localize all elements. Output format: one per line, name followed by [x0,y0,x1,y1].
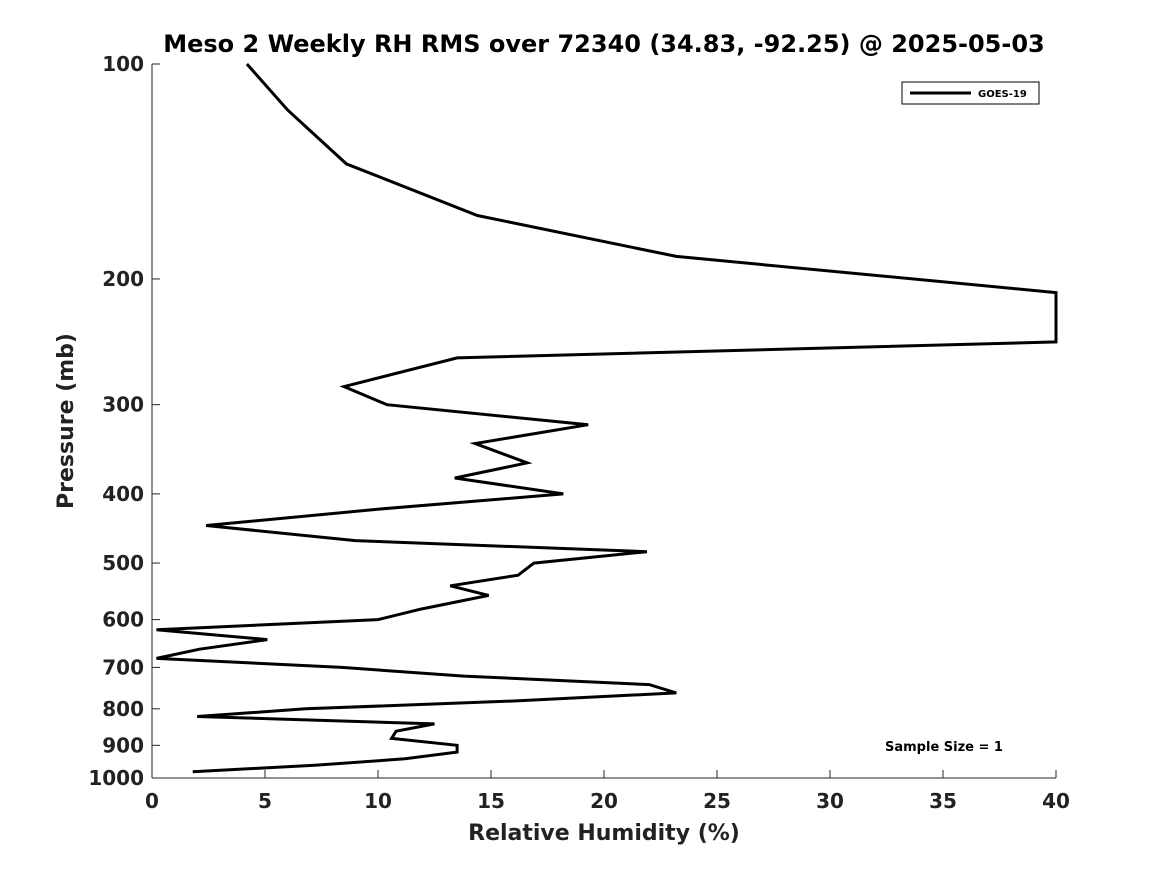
y-axis-label: Pressure (mb) [54,333,79,509]
x-tick-label: 25 [703,789,731,813]
legend: GOES-19 [901,81,1040,105]
x-tick-label: 35 [929,789,957,813]
x-tick-label: 0 [145,789,159,813]
x-tick-label: 20 [590,789,618,813]
y-tick-label: 1000 [88,766,144,790]
x-tick-label: 30 [816,789,844,813]
y-tick-label: 900 [102,733,144,757]
x-tick-label: 15 [477,789,505,813]
chart-title: Meso 2 Weekly RH RMS over 72340 (34.83, … [163,30,1045,58]
legend-label-goes-19: GOES-19 [978,89,1027,100]
sample-size-annotation: Sample Size = 1 [885,740,1003,755]
x-tick-label: 40 [1042,789,1070,813]
x-tick-label: 10 [364,789,392,813]
series-layer [156,63,1058,774]
y-tick-label: 400 [102,482,144,506]
y-tick-label: 200 [102,267,144,291]
y-tick-label: 600 [102,608,144,632]
y-tick-label: 100 [102,52,144,76]
y-tick-label: 700 [102,655,144,679]
y-ticks: 100 200 300 400 500 600 700 800 900 1000 [88,52,160,790]
y-tick-label: 800 [102,697,144,721]
y-tick-label: 300 [102,393,144,417]
x-axis-label: Relative Humidity (%) [468,821,740,846]
x-ticks: 0 5 10 15 20 25 30 35 40 [145,770,1070,813]
y-tick-label: 500 [102,551,144,575]
x-tick-label: 5 [258,789,272,813]
series-line-goes-19 [156,63,1058,774]
